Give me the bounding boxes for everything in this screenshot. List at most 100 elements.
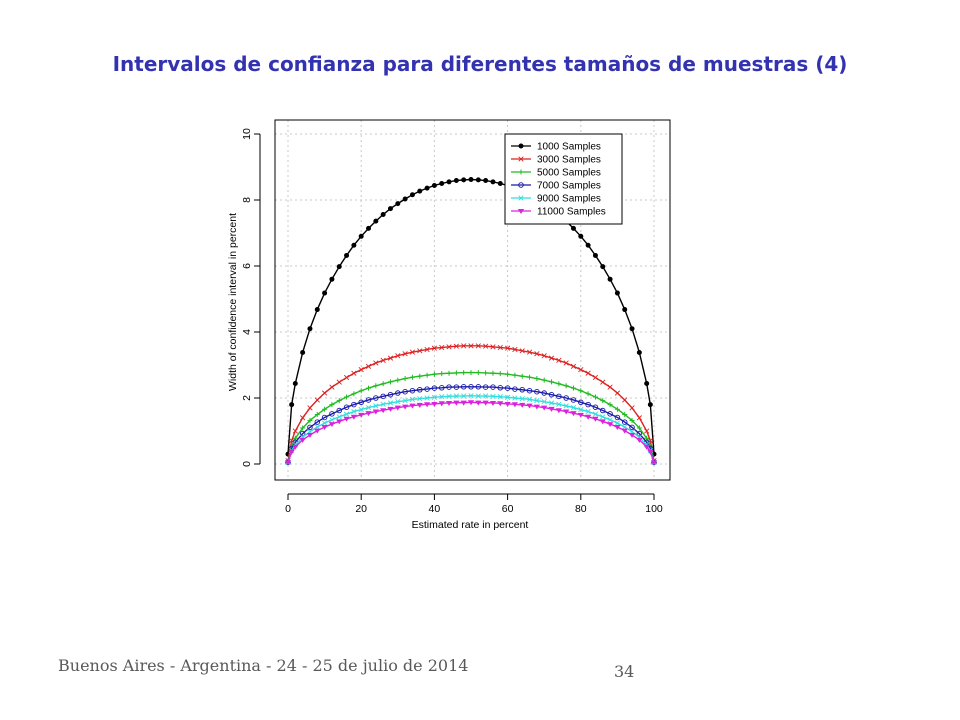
data-point — [358, 388, 364, 394]
data-point — [284, 460, 292, 466]
y-tick-label: 2 — [241, 395, 253, 401]
data-point — [512, 386, 518, 392]
data-point — [483, 393, 489, 399]
data-point — [475, 384, 482, 390]
data-point — [585, 242, 591, 248]
data-point — [570, 225, 576, 231]
data-point — [395, 377, 401, 383]
data-point — [607, 384, 613, 390]
data-point — [555, 408, 562, 414]
series-line — [287, 394, 655, 463]
data-point — [482, 400, 489, 406]
series-7000-samples — [285, 384, 657, 466]
data-point — [497, 385, 504, 391]
data-point — [314, 307, 320, 313]
data-point — [570, 397, 577, 403]
data-point — [292, 444, 299, 450]
data-point — [314, 424, 320, 430]
data-point — [299, 437, 306, 443]
data-point — [366, 225, 372, 231]
data-point — [592, 416, 599, 422]
data-point — [490, 384, 496, 390]
data-point — [636, 437, 643, 443]
data-point — [556, 401, 562, 407]
data-point — [351, 370, 357, 376]
data-point — [541, 353, 547, 359]
data-point — [629, 424, 635, 431]
data-point — [570, 411, 577, 417]
data-point — [548, 406, 555, 412]
data-point — [647, 449, 654, 455]
data-point — [490, 344, 496, 350]
data-point — [409, 396, 416, 402]
data-point — [600, 264, 606, 270]
data-point — [380, 393, 386, 400]
data-point — [504, 401, 511, 407]
data-point — [599, 419, 606, 425]
data-point — [366, 385, 372, 391]
data-point — [483, 370, 489, 376]
data-point — [387, 379, 393, 385]
data-point — [343, 374, 350, 381]
data-point — [424, 395, 430, 401]
data-point — [328, 422, 336, 428]
y-tick-label: 8 — [241, 197, 253, 203]
data-point — [373, 383, 379, 389]
data-point — [614, 290, 620, 296]
series-layer — [284, 177, 658, 466]
data-point — [373, 218, 379, 224]
data-point — [453, 370, 459, 376]
data-point — [585, 370, 591, 376]
plot-frame — [274, 119, 671, 481]
data-point — [409, 349, 416, 355]
data-point — [489, 400, 497, 406]
data-point — [424, 185, 430, 191]
data-point — [585, 408, 591, 415]
data-point — [621, 428, 628, 434]
data-point — [519, 402, 526, 408]
data-point — [288, 449, 295, 455]
data-point — [300, 349, 306, 355]
data-point — [526, 349, 533, 355]
data-point — [534, 376, 540, 382]
data-point — [533, 404, 541, 410]
legend-marker — [518, 195, 524, 201]
data-point — [578, 406, 584, 413]
data-point — [365, 397, 372, 403]
data-point — [402, 388, 408, 395]
data-point — [431, 394, 438, 400]
data-point — [409, 387, 416, 394]
data-point — [468, 177, 474, 183]
data-point — [468, 393, 474, 399]
data-point — [483, 178, 489, 184]
legend-label: 1000 Samples — [537, 142, 601, 153]
data-point — [475, 177, 481, 183]
series-line — [287, 401, 655, 463]
x-tick-label: 0 — [285, 503, 291, 515]
data-point — [527, 374, 533, 380]
data-point — [453, 384, 460, 390]
data-point — [621, 419, 628, 425]
data-point — [606, 422, 614, 428]
data-point — [614, 406, 620, 412]
data-point — [541, 390, 547, 396]
data-point — [526, 403, 533, 409]
data-point — [321, 420, 328, 426]
data-point — [497, 371, 503, 377]
legend-marker — [518, 182, 524, 188]
data-point — [402, 196, 408, 202]
data-point — [563, 383, 569, 389]
data-point — [423, 402, 431, 408]
data-point — [409, 374, 415, 380]
data-point — [417, 396, 423, 402]
legend-marker — [518, 156, 524, 162]
data-point — [541, 405, 548, 411]
data-point — [644, 380, 650, 386]
data-point — [512, 372, 518, 378]
data-point — [329, 411, 335, 417]
data-point — [372, 409, 379, 415]
data-point — [351, 391, 357, 397]
data-point — [468, 370, 474, 376]
data-point — [380, 212, 386, 218]
data-point — [563, 409, 570, 415]
